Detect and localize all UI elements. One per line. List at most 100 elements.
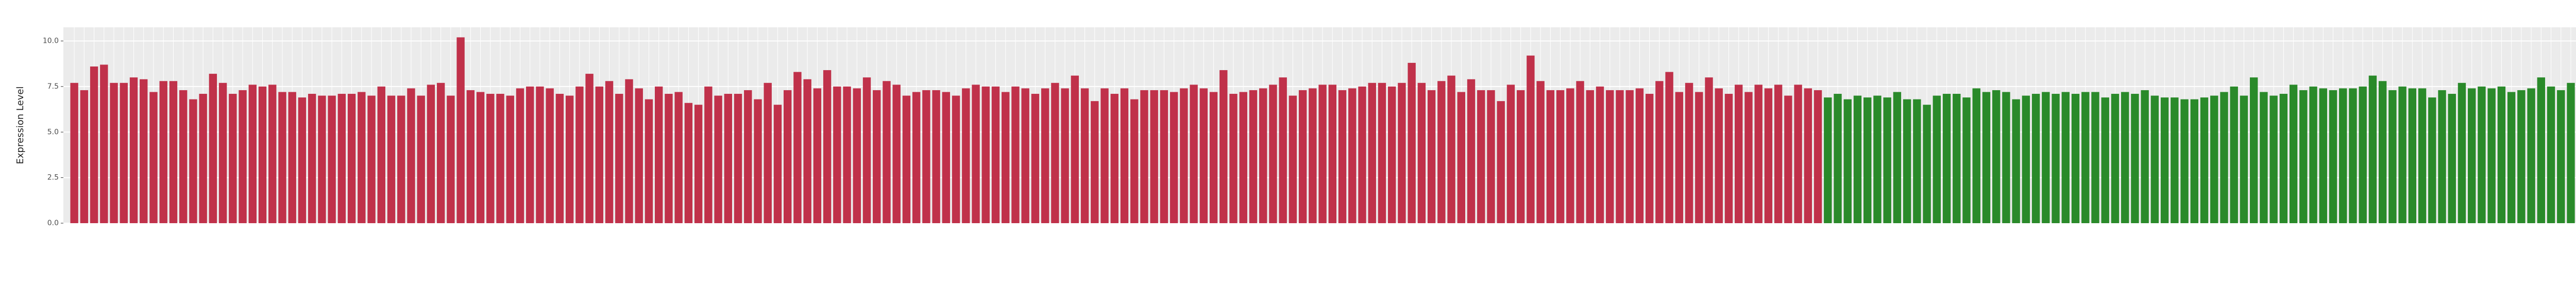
bar (1447, 75, 1455, 223)
bar (665, 94, 673, 223)
bar (744, 90, 752, 223)
bar (704, 86, 713, 223)
bar (417, 95, 425, 223)
bar (2527, 88, 2535, 223)
bar (1784, 95, 1792, 223)
bar (1635, 88, 1644, 223)
bar (2031, 94, 2040, 223)
bar (239, 90, 247, 223)
bar (1735, 85, 1743, 224)
bar (843, 86, 851, 223)
bar (1249, 90, 1258, 223)
bar (793, 72, 802, 223)
bar (1289, 95, 1297, 223)
bar (2487, 88, 2496, 223)
bar (387, 95, 396, 223)
bar (179, 90, 188, 223)
bar (447, 95, 455, 223)
y-tick-label: 5.0 (47, 128, 59, 136)
bar (1834, 94, 1842, 223)
bar (2299, 90, 2308, 223)
bar (1942, 94, 1951, 223)
bar (2428, 97, 2436, 223)
bar (1091, 101, 1099, 223)
bar (1863, 97, 1872, 223)
bar (1368, 82, 1376, 223)
bar (1625, 90, 1634, 223)
bar (833, 86, 841, 223)
bar (2061, 92, 2070, 223)
bar (1398, 82, 1406, 223)
bar (1487, 90, 1495, 223)
bar (318, 95, 326, 223)
bar (734, 94, 742, 223)
bar (2468, 88, 2476, 223)
bar (2091, 92, 2099, 223)
bar (1596, 86, 1604, 223)
bar (1962, 97, 1971, 223)
bar (1130, 99, 1139, 223)
bar (1893, 92, 1902, 223)
bar (674, 92, 683, 223)
bar (1309, 88, 1317, 223)
bar (1358, 86, 1366, 223)
bar (358, 92, 366, 223)
bar (526, 86, 534, 223)
y-tick-label: 7.5 (47, 82, 59, 91)
bar (1437, 81, 1446, 224)
bar (2002, 92, 2010, 223)
bar (2567, 82, 2575, 223)
bar (1516, 90, 1525, 223)
bar (2438, 90, 2446, 223)
bar (1606, 90, 1614, 223)
bar (288, 92, 296, 223)
bar (367, 95, 376, 223)
bar (1259, 88, 1267, 223)
bar (70, 82, 78, 223)
bar (1715, 88, 1723, 223)
bar (2408, 88, 2417, 223)
bar (100, 64, 108, 223)
bar (199, 94, 207, 223)
bar (1209, 92, 1218, 223)
bar (427, 85, 435, 224)
bar (1873, 95, 1882, 223)
bar (476, 92, 485, 223)
bar (1408, 62, 1416, 223)
bar (120, 82, 128, 223)
bar (2012, 99, 2020, 223)
bar (1061, 88, 1069, 223)
bar (1754, 85, 1762, 224)
bar (258, 86, 267, 223)
bar (1546, 90, 1555, 223)
bar (565, 95, 574, 223)
bar (436, 82, 445, 223)
bar (1953, 94, 1961, 223)
bar (2131, 94, 2139, 223)
bar (2150, 95, 2159, 223)
bar (862, 77, 871, 224)
bar (1477, 90, 1485, 223)
bar (873, 90, 881, 223)
bar (407, 88, 415, 223)
bar (110, 82, 118, 223)
bar (2359, 86, 2367, 223)
bar (2289, 85, 2298, 224)
bar (1982, 92, 1991, 223)
bar (555, 94, 564, 223)
bar (981, 86, 990, 223)
bar (268, 85, 277, 224)
bar (278, 92, 286, 223)
bar (2368, 75, 2377, 223)
bar (714, 95, 722, 223)
bar (536, 86, 544, 223)
bar (615, 94, 623, 223)
bar (347, 94, 356, 223)
bar (1804, 88, 1812, 223)
bar (902, 95, 911, 223)
bar (1011, 86, 1020, 223)
bar (1120, 88, 1129, 223)
bar (1883, 97, 1891, 223)
bar (80, 90, 89, 223)
bar (1853, 95, 1862, 223)
